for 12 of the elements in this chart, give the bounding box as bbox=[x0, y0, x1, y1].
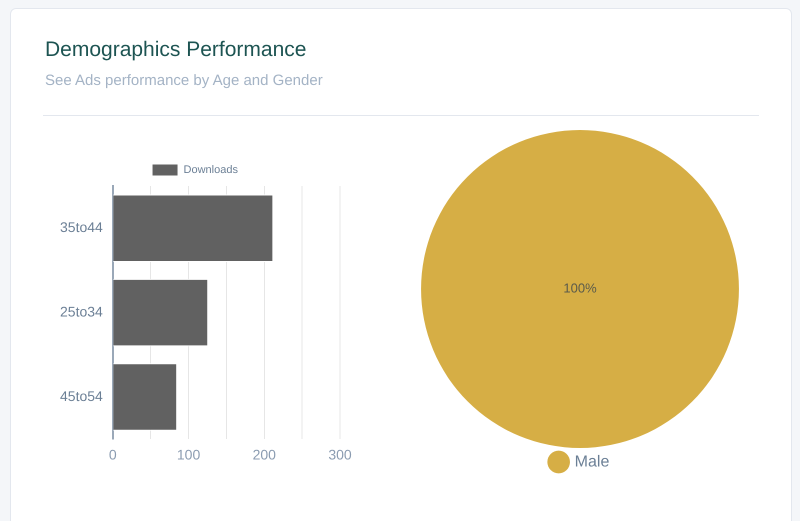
y-tick-label: 35to44 bbox=[60, 219, 104, 236]
chart-subtitle: See Ads performance by Age and Gender bbox=[45, 72, 323, 89]
x-tick-label: 200 bbox=[252, 446, 276, 462]
chart-title: Demographics Performance bbox=[45, 38, 306, 62]
legend-label: Downloads bbox=[184, 164, 238, 176]
x-tick-label: 0 bbox=[108, 446, 117, 462]
x-tick-label: 100 bbox=[176, 446, 200, 462]
y-tick-label: 25to34 bbox=[60, 303, 104, 320]
legend-label: Male bbox=[574, 453, 610, 470]
x-tick-label: 300 bbox=[328, 446, 352, 462]
data-label: 100% bbox=[563, 280, 598, 296]
y-tick-label: 45to54 bbox=[60, 388, 104, 404]
